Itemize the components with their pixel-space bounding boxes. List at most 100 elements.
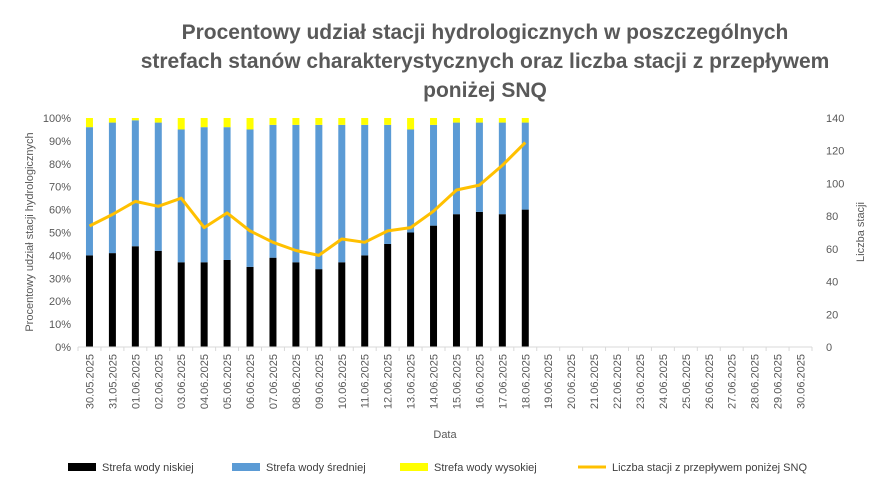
bar-1-8 xyxy=(246,266,254,347)
bar-3-18 xyxy=(475,118,483,123)
bar-2-5 xyxy=(177,129,185,263)
y2-axis-title: Liczba stacji xyxy=(855,202,867,262)
y2-tick-label: 100 xyxy=(826,178,844,190)
y2-tick-label: 0 xyxy=(826,342,832,354)
x-tick-label: 04.06.2025 xyxy=(199,354,211,409)
y-tick-label: 50% xyxy=(49,228,71,240)
x-tick-label: 02.06.2025 xyxy=(153,354,165,409)
bar-2-14 xyxy=(384,124,392,244)
bar-3-15 xyxy=(407,118,415,130)
bar-2-1 xyxy=(85,127,93,256)
bar-1-19 xyxy=(498,214,506,347)
x-tick-label: 13.06.2025 xyxy=(406,354,418,409)
bar-2-3 xyxy=(131,120,139,247)
y2-tick-label: 80 xyxy=(826,211,838,223)
x-tick-label: 05.06.2025 xyxy=(222,354,234,409)
y-tick-label: 80% xyxy=(49,159,71,171)
x-tick-label: 28.06.2025 xyxy=(750,354,762,409)
y2-tick-label: 40 xyxy=(826,277,838,289)
bar-3-6 xyxy=(200,118,208,128)
line-series xyxy=(88,141,527,257)
x-tick-label: 19.06.2025 xyxy=(543,354,555,409)
bar-3-16 xyxy=(430,118,438,125)
bar-3-3 xyxy=(131,118,139,121)
bar-2-19 xyxy=(498,122,506,215)
bar-3-19 xyxy=(498,118,506,123)
bar-1-10 xyxy=(292,262,300,347)
chart-title: Procentowy udział stacji hydrologicznych… xyxy=(140,21,830,102)
bar-1-16 xyxy=(430,225,438,347)
x-tick-label: 10.06.2025 xyxy=(337,354,349,409)
y2-tick-label: 140 xyxy=(826,113,844,125)
x-tick-label: 30.05.2025 xyxy=(85,354,97,409)
bar-2-10 xyxy=(292,124,300,263)
bar-2-6 xyxy=(200,127,208,263)
bar-3-13 xyxy=(361,118,369,125)
x-tick-label: 31.05.2025 xyxy=(107,354,119,409)
bar-2-4 xyxy=(154,122,162,251)
x-tick-label: 06.06.2025 xyxy=(245,354,257,409)
bar-1-2 xyxy=(108,253,116,347)
x-tick-label: 08.06.2025 xyxy=(291,354,303,409)
bar-2-17 xyxy=(452,122,460,215)
x-tick-label: 25.06.2025 xyxy=(681,354,693,409)
bar-1-4 xyxy=(154,250,162,347)
x-tick-label: 29.06.2025 xyxy=(773,354,785,409)
bar-2-18 xyxy=(475,122,483,212)
bar-2-20 xyxy=(521,122,529,210)
y2-tick-label: 60 xyxy=(826,244,838,256)
x-tick-label: 24.06.2025 xyxy=(658,354,670,409)
legend: Strefa wody niskiej Strefa wody średniej S… xyxy=(68,462,807,474)
bar-3-11 xyxy=(315,118,323,125)
bar-3-10 xyxy=(292,118,300,125)
x-tick-label: 21.06.2025 xyxy=(589,354,601,409)
legend-label-2: Strefa wody średniej xyxy=(266,462,366,474)
bar-1-3 xyxy=(131,246,139,347)
y2-tick-label: 20 xyxy=(826,309,838,321)
bar-2-13 xyxy=(361,124,369,256)
y-tick-label: 20% xyxy=(49,296,71,308)
bar-1-15 xyxy=(407,232,415,347)
bar-2-7 xyxy=(223,127,231,260)
x-tick-label: 23.06.2025 xyxy=(635,354,647,409)
y-tick-label: 100% xyxy=(43,113,71,125)
x-tick-label: 14.06.2025 xyxy=(429,354,441,409)
bar-3-9 xyxy=(269,118,277,125)
bar-2-8 xyxy=(246,129,254,267)
x-tick-label: 11.06.2025 xyxy=(360,354,372,408)
x-tick-label: 26.06.2025 xyxy=(704,354,716,409)
bar-2-11 xyxy=(315,124,323,270)
bar-1-20 xyxy=(521,209,529,347)
x-tick-label: 27.06.2025 xyxy=(727,354,739,409)
bar-1-9 xyxy=(269,257,277,347)
bar-3-12 xyxy=(338,118,346,125)
x-tick-label: 22.06.2025 xyxy=(612,354,624,409)
x-tick-label: 01.06.2025 xyxy=(130,354,142,409)
y-tick-label: 0% xyxy=(55,342,71,354)
bars-layer xyxy=(85,118,529,347)
bar-3-7 xyxy=(223,118,231,128)
bar-3-8 xyxy=(246,118,254,130)
bar-3-20 xyxy=(521,118,529,123)
bar-1-17 xyxy=(452,214,460,347)
bar-1-14 xyxy=(384,243,392,347)
ticks-layer: 0% 10% 20% 30% 40% 50% 60% 70% 80% 90% 100% 0 20 40 60… xyxy=(24,113,867,441)
y-axis-title: Procentowy udział stacji hydrologicznych xyxy=(24,132,36,331)
bar-3-4 xyxy=(154,118,162,123)
bar-2-15 xyxy=(407,129,415,233)
bar-1-18 xyxy=(475,211,483,347)
bar-1-13 xyxy=(361,255,369,347)
x-tick-label: 12.06.2025 xyxy=(383,354,395,409)
legend-swatch-1 xyxy=(68,463,96,471)
bar-3-1 xyxy=(85,118,93,128)
bar-1-12 xyxy=(338,262,346,347)
x-tick-label: 15.06.2025 xyxy=(452,354,464,409)
legend-label-3: Strefa wody wysokiej xyxy=(434,462,537,474)
y-tick-label: 60% xyxy=(49,205,71,217)
legend-label-1: Strefa wody niskiej xyxy=(102,462,194,474)
x-tick-label: 17.06.2025 xyxy=(497,354,509,409)
bar-2-16 xyxy=(430,124,438,226)
bar-2-9 xyxy=(269,124,277,258)
